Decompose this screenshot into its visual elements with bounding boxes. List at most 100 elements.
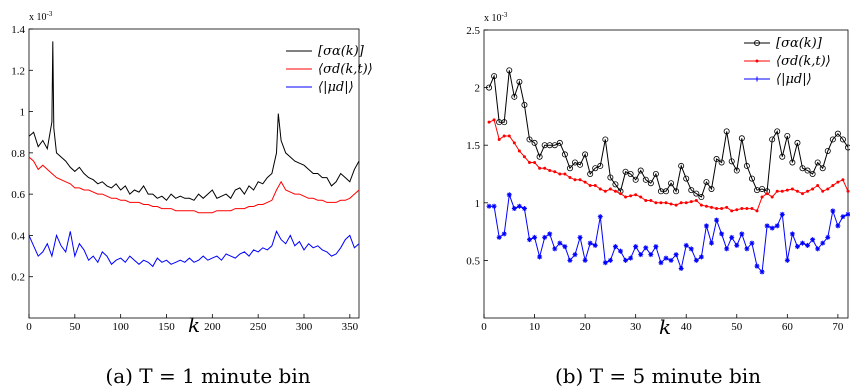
chart-b-series-1-point <box>684 201 688 205</box>
chart-b-series-1-point <box>543 166 547 170</box>
chart-a-ytick-label: 0.8 <box>11 148 25 160</box>
chart-b-series-1-point <box>785 188 789 192</box>
chart-b-series-1-point <box>659 201 663 205</box>
chart-b-series-0-point <box>743 162 750 169</box>
chart-b-series-0-point <box>804 167 811 174</box>
chart-a-legend-label-2: ⟨|μd|⟩ <box>318 80 354 95</box>
chart-b-series-2-point <box>618 248 623 254</box>
chart-a-ytick-label: 0.2 <box>11 272 25 284</box>
chart-b-series-1-point <box>578 178 582 182</box>
chart-b-ytick-label: 2 <box>475 83 481 95</box>
chart-b-series-1-point <box>522 155 526 159</box>
caption-a: (a) T = 1 minute bin <box>105 364 310 388</box>
chart-b-xtick-label: 10 <box>529 321 541 333</box>
chart-b-series-0-point <box>713 156 720 163</box>
chart-b-series-1-point <box>669 202 673 206</box>
chart-b-series-0-point <box>622 168 629 175</box>
chart-b-series-0-point <box>794 139 801 146</box>
chart-b-series-1-point <box>588 184 592 188</box>
chart-b-series-2-point <box>491 203 497 209</box>
chart-b-series-1-point <box>487 120 491 124</box>
chart-b-series-1-point <box>760 195 764 199</box>
chart-b-legend: [σα(k)] ⟨σd(k,t)⟩ ⟨|μd|⟩ <box>744 36 831 87</box>
chart-b-series-0-point <box>607 174 614 181</box>
chart-b-series-0-point <box>577 161 584 168</box>
chart-b-series-0-point <box>511 93 518 100</box>
chart-b-series-line-2 <box>489 194 849 274</box>
chart-a-frame <box>28 28 360 319</box>
chart-b-series-2-point <box>779 211 785 217</box>
chart-b: x 10-3 0.5 1 1.5 2 2.5 0 10 20 30 40 50 60 70 k [σα… <box>466 11 850 339</box>
chart-b-series-0-point <box>769 136 776 143</box>
chart-b-series-2-point <box>638 252 644 258</box>
chart-b-legend-marker-1 <box>755 59 759 63</box>
chart-b-series-0-point <box>551 142 558 149</box>
chart-b-series-0-point <box>647 180 654 187</box>
chart-b-series-0-point <box>582 151 589 158</box>
chart-b-series-1-point <box>770 195 774 199</box>
chart-b-series-2-point <box>633 244 639 250</box>
chart-b-series-2-point <box>764 223 770 229</box>
chart-b-series-1-point <box>497 137 501 141</box>
chart-b-series-1-point <box>689 200 693 204</box>
chart-b-series-0-point <box>501 119 508 126</box>
chart-b-series-1-point <box>553 170 557 174</box>
chart-b-series-2-point <box>511 206 517 212</box>
chart-b-series-1-point <box>649 198 653 202</box>
chart-b-series-line-1 <box>488 119 849 212</box>
chart-a-exponent-label: x 10-3 <box>29 10 53 23</box>
chart-b-series-1-point <box>598 187 602 191</box>
chart-b-frame <box>483 29 849 319</box>
chart-b-series-1-point <box>740 207 744 211</box>
chart-b-series-0-point <box>789 159 796 166</box>
chart-b-series-0-point <box>683 175 690 182</box>
chart-b-ytick-label: 1.5 <box>466 140 480 152</box>
chart-b-series-0-point <box>668 180 675 187</box>
chart-b-series-2-point <box>643 245 649 251</box>
chart-b-series-1-point <box>528 160 531 164</box>
chart-b-series-0-point <box>592 165 599 172</box>
chart-b-series-1-point <box>558 172 562 176</box>
chart-b-series-0-point <box>688 187 695 194</box>
chart-b-series-0-point <box>728 158 735 165</box>
chart-b-series-2-point <box>486 203 492 209</box>
chart-b-series-1-point <box>745 207 749 211</box>
chart-b-series-0-point <box>673 188 680 195</box>
chart-b-series-1-point <box>831 184 835 188</box>
chart-b-series-1-point <box>811 187 815 191</box>
chart-b-series-1-point <box>790 187 794 191</box>
chart-b-series-0-point <box>845 144 850 151</box>
chart-b-series-1-point <box>502 134 506 138</box>
chart-a-series-line-1 <box>28 156 360 214</box>
chart-b-xtick-label: 60 <box>782 321 794 333</box>
chart-a-legend: [σα(k)] ⟨σd(k,t)⟩ ⟨|μd|⟩ <box>286 44 373 95</box>
chart-b-series-1-point <box>664 201 668 205</box>
chart-b-xtick-label: 70 <box>832 321 844 333</box>
chart-b-series-0-point <box>531 139 538 146</box>
chart-b-series-1-point <box>841 178 845 182</box>
caption-b: (b) T = 5 minute bin <box>555 364 761 388</box>
chart-b-series-1-point <box>573 178 577 182</box>
chart-a-xtick-label: 100 <box>112 321 129 333</box>
chart-b-series-2-point <box>582 257 588 263</box>
chart-b-series-2-point <box>592 242 598 248</box>
chart-a: x 10-3 0.2 0.4 0.6 0.8 1 1.2 1.4 0 50 100 150 200 2… <box>11 10 372 337</box>
chart-b-series-0-point <box>708 185 715 192</box>
chart-b-series-2-point <box>830 208 836 214</box>
chart-b-series-2-point <box>612 244 618 250</box>
chart-b-series-1-point <box>780 189 784 193</box>
chart-b-series-1-point <box>699 203 703 207</box>
chart-b-series-2-point <box>800 240 805 246</box>
chart-b-series-2-point <box>709 240 714 246</box>
chart-b-series-0-point <box>703 179 710 186</box>
chart-a-xtick-label: 350 <box>342 321 359 333</box>
chart-b-series-0-point <box>748 175 755 182</box>
chart-b-series-1-point <box>634 193 638 197</box>
chart-b-series-2-point <box>769 225 775 231</box>
chart-b-series-2-point <box>577 234 583 240</box>
chart-b-series-1-point <box>639 195 643 199</box>
chart-b-series-2-point <box>673 252 679 258</box>
chart-b-series-1-point <box>507 134 511 138</box>
chart-b-series-2-point <box>597 214 603 220</box>
chart-b-series-0-point <box>779 153 786 160</box>
